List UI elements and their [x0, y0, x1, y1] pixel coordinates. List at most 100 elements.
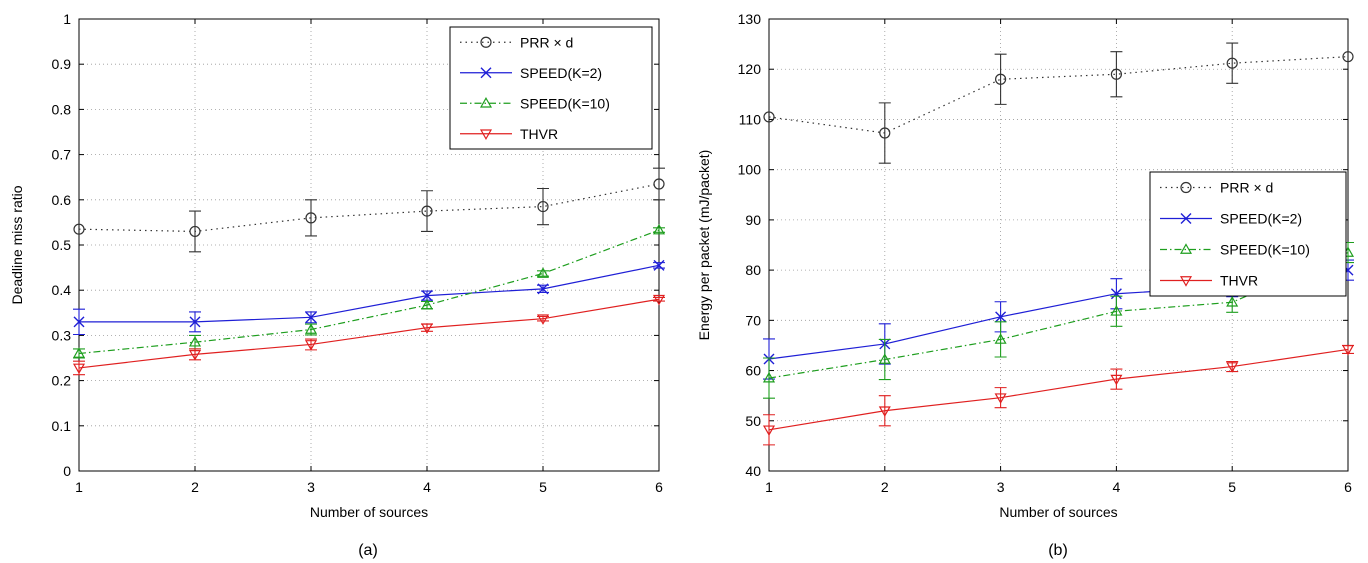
series-line	[78, 229, 660, 355]
y-tick-label: 1	[63, 11, 71, 27]
legend-marker	[480, 67, 492, 79]
series-line	[78, 298, 660, 369]
error-bar	[305, 199, 317, 237]
y-tick-label: 80	[745, 262, 761, 278]
data-point	[421, 205, 433, 217]
y-tick-label: 0.6	[52, 192, 72, 208]
chart-panel-b: 40 50 60 70 80 90 100 110 120 130 1 2 3 4 5 6 Number of …	[696, 11, 1355, 559]
series-thvr	[762, 344, 1355, 446]
x-axis-label: Number of sources	[999, 504, 1117, 520]
y-tick-label: 0.8	[52, 101, 72, 117]
y-tick-label: 0.7	[52, 147, 72, 163]
y-axis-label: Deadline miss ratio	[9, 185, 25, 304]
data-point	[878, 406, 891, 417]
legend: PRR × d SPEED(K=2) SPEED(K=10) THVR	[1149, 171, 1347, 297]
series-thvr	[72, 294, 666, 376]
data-point	[1226, 57, 1238, 69]
y-tick-label: 0.4	[52, 282, 72, 298]
data-point	[72, 363, 86, 375]
data-point	[73, 223, 85, 235]
legend-label: PRR × d	[1220, 180, 1273, 196]
data-point	[1341, 345, 1355, 356]
data-point	[652, 294, 666, 306]
data-point	[536, 267, 550, 278]
series-speed-k-10-	[762, 241, 1355, 399]
data-point	[1342, 51, 1354, 63]
legend-marker	[1180, 213, 1192, 224]
legend-marker	[479, 129, 493, 140]
data-point	[72, 347, 86, 358]
y-tick-label: 0.5	[52, 237, 72, 253]
x-axis-label: Number of sources	[310, 504, 428, 520]
legend-marker	[480, 36, 492, 48]
y-tick-label: 100	[738, 162, 762, 178]
y-axis-label: Energy per packet (mJ/packet)	[696, 150, 712, 341]
data-point	[189, 225, 201, 238]
series-line	[79, 264, 660, 323]
series-prr-d	[73, 167, 665, 253]
x-tick-label: 2	[191, 479, 199, 495]
x-tick-label: 2	[881, 479, 889, 495]
data-point	[878, 353, 891, 364]
data-point	[1226, 362, 1239, 373]
data-point	[1226, 296, 1239, 307]
data-point	[188, 335, 202, 347]
legend-label: SPEED(K=2)	[520, 65, 602, 81]
y-tick-label: 90	[745, 212, 761, 228]
legend-label: PRR × d	[520, 34, 573, 50]
y-tick-label: 0.3	[52, 327, 72, 343]
chart-panel-a: 0 0.1 0.2 0.3 0.4 0.5 0.6 0.7 0.8 0.9 1 1 2 3 4 5 6 Numbe…	[9, 11, 666, 559]
data-point	[421, 290, 433, 302]
series-prr-d	[763, 42, 1354, 164]
y-tick-label: 50	[745, 413, 761, 429]
legend-box	[1149, 171, 1347, 297]
data-point	[1110, 68, 1123, 80]
legend-label: SPEED(K=10)	[520, 95, 610, 111]
data-point	[653, 259, 665, 271]
y-tick-label: 60	[745, 363, 761, 379]
data-point	[305, 311, 317, 323]
x-tick-label: 1	[765, 479, 773, 495]
error-bar	[537, 187, 549, 226]
data-point	[879, 127, 891, 139]
error-bar	[994, 321, 1007, 358]
error-bar	[878, 102, 891, 164]
error-bar	[994, 387, 1007, 409]
series-line	[78, 183, 660, 233]
y-tick-label: 110	[739, 111, 762, 127]
error-bar	[653, 167, 665, 201]
y-tick-label: 0.1	[52, 418, 72, 434]
legend-marker	[1180, 181, 1192, 194]
data-point	[1110, 305, 1123, 316]
error-bar	[1110, 295, 1123, 327]
data-point	[995, 311, 1007, 323]
data-point	[305, 212, 317, 224]
data-point	[762, 371, 776, 383]
error-bar	[1110, 368, 1123, 390]
series-speed-k-2-	[73, 259, 665, 336]
y-tick-label: 0	[63, 463, 71, 479]
x-tick-label: 6	[655, 479, 663, 495]
y-tick-label: 0.9	[52, 56, 72, 72]
legend-label: SPEED(K=10)	[1220, 242, 1310, 258]
y-tick-label: 40	[745, 463, 761, 479]
x-tick-label: 3	[307, 479, 315, 495]
data-point	[763, 111, 775, 123]
error-bar	[763, 357, 775, 399]
y-tick-label: 70	[745, 312, 761, 328]
error-bar	[878, 395, 891, 427]
x-tick-label: 5	[1228, 479, 1236, 495]
error-bar	[763, 414, 775, 446]
data-point	[304, 340, 318, 351]
data-point	[189, 316, 201, 328]
data-point	[188, 350, 202, 361]
x-tick-label: 3	[997, 479, 1005, 495]
panel-caption: (a)	[358, 542, 378, 559]
data-point	[537, 283, 549, 295]
data-point	[73, 316, 85, 328]
legend-marker	[1179, 276, 1193, 287]
x-tick-label: 1	[75, 479, 83, 495]
error-bar	[994, 53, 1007, 105]
legend-marker	[1179, 243, 1193, 254]
error-bar	[1226, 42, 1239, 84]
